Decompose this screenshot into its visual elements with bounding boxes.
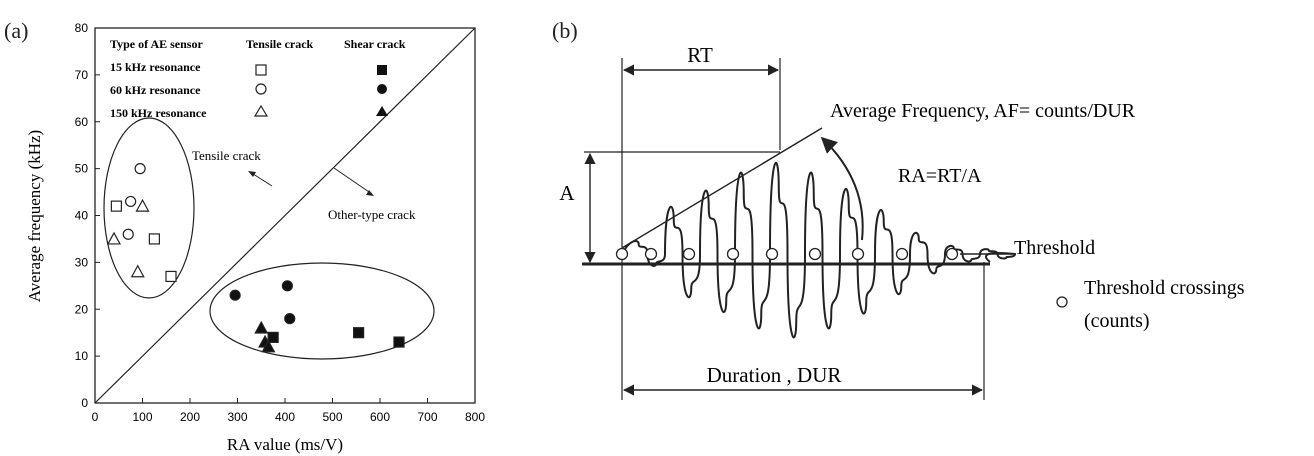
data-points <box>106 163 405 353</box>
filled-square-point <box>393 336 405 348</box>
shear-cluster-ellipse <box>209 262 435 360</box>
other-arrow-head <box>366 190 374 196</box>
ra-formula-label: RA=RT/A <box>898 165 982 187</box>
filled-square-point <box>353 327 365 339</box>
y-tick-label: 40 <box>75 209 89 223</box>
legend-header-tensile: Tensile crack <box>246 37 314 51</box>
x-tick-label: 800 <box>465 410 485 424</box>
rt-label: RT <box>687 43 713 67</box>
legend-header-sensor: Type of AE sensor <box>110 37 203 51</box>
rise-envelope-line <box>621 127 823 249</box>
y-axis-label: Average frequency (kHz) <box>25 130 44 302</box>
other-arrow-line <box>333 167 373 195</box>
threshold-crossing-marker <box>895 247 909 261</box>
y-tick-label: 30 <box>75 255 89 269</box>
legend-filled-triangle-marker <box>376 106 388 116</box>
open-square-point <box>165 270 177 283</box>
x-tick-label: 100 <box>132 410 152 424</box>
crack-divider-line <box>94 27 476 404</box>
x-tick-label: 300 <box>227 410 247 424</box>
legend-filled-square-marker <box>377 65 387 75</box>
open-square-point <box>110 200 122 212</box>
open-triangle-point <box>130 264 145 278</box>
x-tick-label: 600 <box>370 410 390 424</box>
threshold-crossing-marker <box>726 247 740 261</box>
y-tick-label: 0 <box>81 396 88 410</box>
x-tick-label: 0 <box>92 410 99 424</box>
threshold-crossing-marker <box>615 247 629 261</box>
ae-waveform <box>621 161 1017 339</box>
legend-open-triangle-marker <box>253 104 269 117</box>
open-circle-point <box>125 195 137 208</box>
y-tick-label: 60 <box>75 115 89 129</box>
open-triangle-point <box>106 231 122 245</box>
filled-triangle-point <box>254 320 269 334</box>
y-tick-label: 10 <box>75 349 89 363</box>
tensile-arrow-head <box>248 171 256 177</box>
crossing-legend-marker <box>1056 296 1068 308</box>
open-circle-point <box>134 163 146 175</box>
legend-row-60khz: 60 kHz resonance <box>110 83 201 97</box>
filled-square-point <box>267 331 279 343</box>
y-tick-label: 80 <box>75 21 89 35</box>
average-frequency-label: Average Frequency, AF= counts/DUR <box>830 100 1136 122</box>
open-square-point <box>148 233 160 245</box>
duration-label: Duration , DUR <box>707 363 842 387</box>
legend-row-150khz: 150 kHz resonance <box>110 106 207 120</box>
ra-af-scatter-chart: 0 100 200 300 400 500 600 700 800 0 10 20 30 40 50 60 7… <box>25 21 485 454</box>
open-circle-point <box>122 228 134 240</box>
y-axis-ticks: 0 10 20 30 40 50 60 70 80 <box>75 21 100 410</box>
other-type-crack-annotation: Other-type crack <box>328 207 416 222</box>
filled-circle-point <box>284 313 296 325</box>
legend: Type of AE sensor Tensile crack Shear cr… <box>110 37 406 120</box>
x-axis-label: RA value (ms/V) <box>227 435 343 454</box>
y-tick-label: 20 <box>75 302 89 316</box>
x-tick-label: 500 <box>322 410 342 424</box>
threshold-crossing-marker <box>945 247 959 261</box>
threshold-label: Threshold <box>1014 237 1095 259</box>
legend-header-shear: Shear crack <box>344 37 406 51</box>
curved-arrow <box>820 136 864 241</box>
y-tick-label: 50 <box>75 162 89 176</box>
tensile-crack-annotation: Tensile crack <box>192 148 261 163</box>
crossings-label-line2: (counts) <box>1084 310 1150 332</box>
x-tick-label: 400 <box>275 410 295 424</box>
tensile-cluster-ellipse <box>103 117 195 299</box>
x-axis-ticks: 0 100 200 300 400 500 600 700 800 <box>92 398 485 424</box>
legend-open-circle-marker <box>255 83 267 95</box>
x-tick-label: 700 <box>417 410 437 424</box>
legend-row-15khz: 15 kHz resonance <box>110 60 201 74</box>
filled-circle-point <box>229 289 241 301</box>
x-tick-label: 200 <box>180 410 200 424</box>
threshold-crossing-marker <box>644 247 658 261</box>
threshold-crossing-markers <box>615 247 959 261</box>
threshold-crossing-marker <box>851 247 865 261</box>
legend-open-square-marker <box>255 64 267 76</box>
threshold-crossing-marker <box>682 247 696 261</box>
panel-b-label: (b) <box>552 18 578 43</box>
open-triangle-point <box>135 198 150 212</box>
filled-circle-point <box>281 280 293 292</box>
crossings-label-line1: Threshold crossings <box>1084 277 1245 299</box>
panel-a-label: (a) <box>4 18 29 43</box>
a-label: A <box>559 181 575 205</box>
threshold-crossing-marker <box>765 247 779 261</box>
y-tick-label: 70 <box>75 68 89 82</box>
legend-filled-circle-marker <box>377 84 387 94</box>
threshold-crossing-marker <box>808 247 822 261</box>
filled-triangle-point <box>261 339 276 353</box>
